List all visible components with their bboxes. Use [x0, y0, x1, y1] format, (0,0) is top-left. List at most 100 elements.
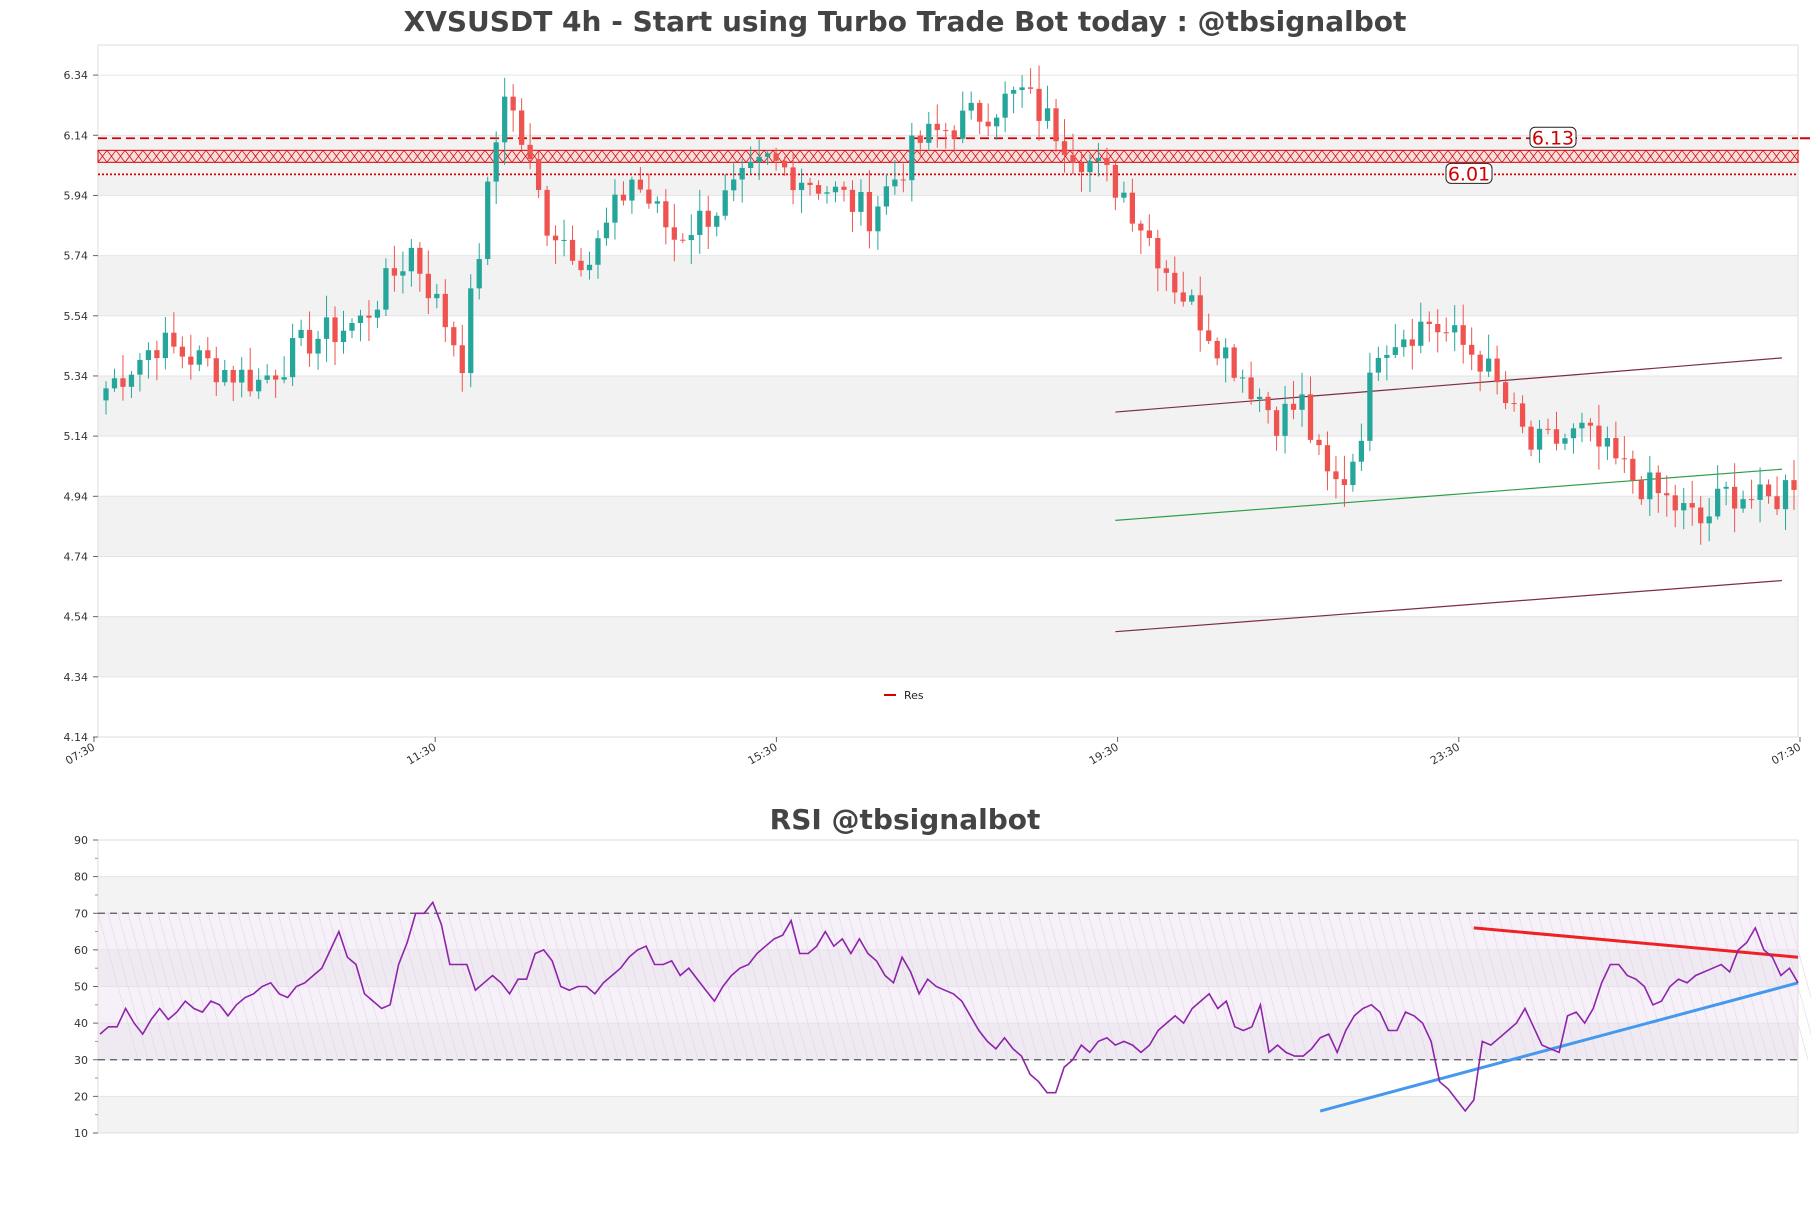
rsi-zone-hatch: [167, 913, 209, 1060]
candle-body: [527, 144, 533, 160]
resistance-hatch: [448, 150, 459, 163]
candle-body: [586, 264, 593, 271]
resistance-hatch: [871, 150, 882, 163]
candle-body: [1757, 484, 1763, 500]
resistance-hatch: [214, 150, 225, 163]
resistance-hatch: [115, 150, 126, 163]
candle-body: [315, 338, 321, 354]
legend: Res: [884, 689, 924, 702]
resistance-hatch: [1132, 150, 1143, 163]
resistance-hatch: [1141, 150, 1152, 163]
candle-body: [1401, 339, 1407, 348]
rsi-zone-hatch: [1357, 913, 1399, 1060]
resistance-hatch: [988, 150, 999, 163]
resistance-hatch: [1474, 150, 1485, 163]
resistance-hatch: [1276, 150, 1287, 163]
resistance-hatch: [853, 150, 864, 163]
rsi-zone-hatch: [1647, 913, 1689, 1060]
rsi-zone-hatch: [127, 913, 169, 1060]
resistance-hatch: [268, 150, 279, 163]
candlestick-series: [103, 65, 1797, 545]
candle-body: [680, 239, 686, 241]
candle-body: [298, 329, 304, 339]
rsi-zone-hatch: [417, 913, 459, 1060]
candle-body: [1731, 486, 1738, 509]
candle-body: [1138, 223, 1144, 231]
rsi-zone-hatch: [207, 913, 249, 1060]
rsi-zone-hatch: [717, 913, 759, 1060]
resistance-hatch: [952, 150, 963, 163]
price-tick-label: 4.54: [64, 611, 89, 624]
rsi-zone-hatch: [1057, 913, 1099, 1060]
resistance-hatch: [718, 150, 729, 163]
resistance-hatch: [664, 150, 675, 163]
rsi-zone-hatch: [1747, 913, 1789, 1060]
candle-body: [120, 378, 126, 387]
rsi-zone-hatch: [1007, 913, 1049, 1060]
rsi-zone-hatch: [1187, 913, 1229, 1060]
rsi-band: [98, 949, 1798, 987]
rsi-zone-hatch: [187, 913, 229, 1060]
resistance-hatch: [799, 150, 810, 163]
rsi-zone-hatch: [627, 913, 669, 1060]
candle-body: [858, 191, 864, 212]
resistance-hatch: [1456, 150, 1467, 163]
candle-body: [1715, 488, 1721, 517]
candle-body: [612, 194, 618, 223]
resistance-hatch: [619, 150, 630, 163]
candle-body: [578, 260, 584, 271]
candle-body: [391, 268, 398, 276]
resistance-hatch: [1609, 150, 1620, 163]
resistance-hatch: [169, 150, 180, 163]
rsi-zone-hatch: [577, 913, 619, 1060]
candle-body: [1409, 339, 1415, 346]
resistance-hatch: [1546, 150, 1557, 163]
resistance-hatch: [898, 150, 909, 163]
resistance-hatch: [286, 150, 297, 163]
rsi-zone-hatch: [1307, 913, 1349, 1060]
candle-body: [1511, 403, 1517, 405]
rsi-zone-hatch: [927, 913, 969, 1060]
resistance-hatch: [412, 150, 423, 163]
resistance-hatch: [1735, 150, 1746, 163]
candle-body: [909, 135, 915, 181]
rsi-zone-hatch: [777, 913, 819, 1060]
resistance-hatch: [1690, 150, 1701, 163]
price-tick-label: 5.54: [64, 310, 89, 323]
resistance-hatch: [232, 150, 243, 163]
rsi-zone-hatch: [1617, 913, 1659, 1060]
resistance-hatch: [259, 150, 270, 163]
rsi-zone-hatch: [1627, 913, 1669, 1060]
price-band: [98, 135, 1798, 196]
candle-body: [1706, 516, 1712, 524]
rsi-zone-hatch: [1687, 913, 1729, 1060]
rsi-zone-hatch: [1677, 913, 1719, 1060]
candle-body: [960, 110, 966, 139]
rsi-zone-hatch: [1017, 913, 1059, 1060]
candle-body: [1027, 87, 1034, 89]
resistance-hatch: [637, 150, 648, 163]
rsi-tick-label: 20: [74, 1090, 88, 1103]
candle-body: [841, 186, 847, 190]
rsi-zone-hatch: [697, 913, 739, 1060]
resistance-hatch: [934, 150, 945, 163]
candle-body: [1392, 347, 1398, 355]
rsi-tick-label: 80: [74, 871, 88, 884]
rsi-zone-hatch: [377, 913, 419, 1060]
rsi-zone-hatch: [667, 913, 709, 1060]
resistance-hatch: [1330, 150, 1341, 163]
rsi-zone-hatch: [967, 913, 1009, 1060]
candle-body: [832, 186, 839, 193]
resistance-label-box: [1529, 126, 1577, 148]
rsi-zone-hatch: [887, 913, 929, 1060]
price-tick-label: 4.74: [64, 550, 89, 563]
resistance-hatch: [1726, 150, 1737, 163]
rsi-zone-hatch: [347, 913, 389, 1060]
resistance-hatch: [1312, 150, 1323, 163]
resistance-hatch: [1510, 150, 1521, 163]
candle-body: [1248, 377, 1254, 400]
rsi-zone-hatch: [297, 913, 339, 1060]
candle-body: [1172, 272, 1178, 293]
candle-body: [205, 350, 211, 359]
